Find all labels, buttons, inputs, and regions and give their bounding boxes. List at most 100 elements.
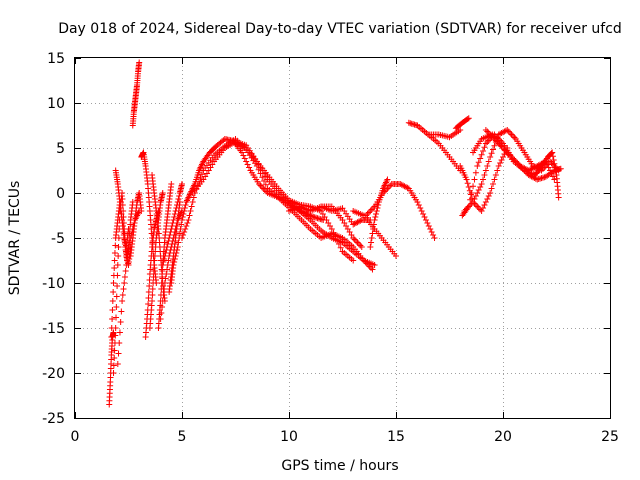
- data-point: [420, 211, 427, 217]
- data-point: [481, 144, 488, 151]
- data-point: [163, 247, 170, 253]
- data-point: [119, 298, 126, 304]
- data-point: [370, 221, 377, 228]
- data-point: [353, 238, 360, 244]
- data-point: [120, 286, 127, 292]
- data-point: [161, 286, 168, 292]
- data-point: [123, 262, 130, 268]
- data-point: [480, 148, 487, 154]
- data-point: [550, 157, 557, 163]
- data-point: [472, 169, 479, 176]
- data-point: [119, 292, 126, 298]
- data-point: [472, 202, 479, 208]
- data-point: [470, 199, 477, 205]
- data-point: [174, 247, 181, 253]
- data-point: [551, 160, 558, 167]
- data-point: [122, 268, 129, 274]
- data-point: [241, 155, 248, 162]
- data-point: [114, 272, 121, 279]
- data-point: [259, 174, 266, 181]
- data-point: [110, 280, 117, 286]
- data-point: [487, 154, 494, 160]
- data-point: [509, 133, 516, 139]
- data-point: [114, 361, 121, 367]
- data-point: [180, 232, 187, 238]
- data-point: [482, 127, 489, 133]
- data-point: [464, 180, 471, 187]
- data-point: [112, 242, 119, 249]
- data-point: [181, 205, 188, 211]
- data-point: [159, 262, 166, 268]
- data-point: [482, 167, 489, 174]
- data-point: [150, 268, 157, 274]
- data-point: [113, 304, 120, 310]
- data-point: [328, 226, 335, 232]
- data-point: [186, 212, 193, 219]
- data-point: [159, 268, 166, 274]
- data-point: [463, 176, 470, 183]
- x-axis-label: GPS time / hours: [281, 458, 398, 474]
- series-s24: [367, 176, 391, 250]
- data-point: [484, 128, 491, 135]
- data-point: [110, 370, 117, 376]
- data-point: [478, 181, 485, 187]
- y-tick-label: 0: [56, 186, 65, 202]
- x-tick-label: 5: [178, 429, 187, 445]
- data-point: [549, 153, 556, 160]
- data-point: [116, 329, 123, 336]
- data-point: [262, 181, 269, 188]
- data-point: [171, 259, 178, 265]
- data-point: [110, 362, 117, 369]
- data-point: [367, 208, 374, 214]
- data-point: [474, 163, 481, 169]
- chart-title: Day 018 of 2024, Sidereal Day-to-day VTE…: [58, 21, 622, 37]
- data-point: [495, 163, 502, 169]
- data-point: [174, 244, 181, 250]
- data-point: [368, 235, 375, 241]
- data-point: [371, 217, 378, 223]
- data-point: [494, 167, 501, 174]
- data-point: [350, 257, 357, 264]
- data-point: [112, 332, 119, 339]
- data-point: [243, 158, 250, 165]
- data-point: [115, 350, 122, 357]
- data-point: [111, 355, 118, 361]
- data-point: [257, 182, 264, 189]
- data-point: [384, 176, 391, 183]
- data-point: [480, 176, 487, 183]
- data-point: [113, 293, 120, 300]
- data-point: [482, 140, 489, 147]
- data-point: [176, 193, 183, 199]
- data-point: [475, 187, 482, 193]
- data-point: [115, 244, 122, 250]
- data-point: [474, 203, 481, 210]
- data-point: [500, 154, 506, 160]
- x-tick-label: 15: [387, 429, 405, 445]
- series-s27: [452, 115, 472, 132]
- plot-frame: [74, 57, 611, 419]
- series-s20: [286, 203, 365, 250]
- data-point: [485, 193, 492, 199]
- data-point: [172, 253, 179, 259]
- data-point: [175, 239, 182, 246]
- data-point: [188, 203, 195, 210]
- x-tick-label: 10: [280, 429, 298, 445]
- data-point: [182, 226, 189, 232]
- data-point: [470, 183, 477, 190]
- data-point: [164, 244, 171, 250]
- data-point: [111, 347, 118, 354]
- data-point: [116, 340, 123, 346]
- data-point: [478, 208, 485, 214]
- data-point: [185, 217, 192, 223]
- data-point: [111, 250, 118, 256]
- data-point: [310, 213, 317, 220]
- data-point: [474, 190, 481, 196]
- data-point: [357, 242, 364, 249]
- data-point: [482, 199, 489, 205]
- data-point: [372, 214, 379, 220]
- data-point: [171, 256, 178, 262]
- data-point: [371, 262, 378, 268]
- data-point: [393, 253, 399, 259]
- data-point: [475, 159, 482, 166]
